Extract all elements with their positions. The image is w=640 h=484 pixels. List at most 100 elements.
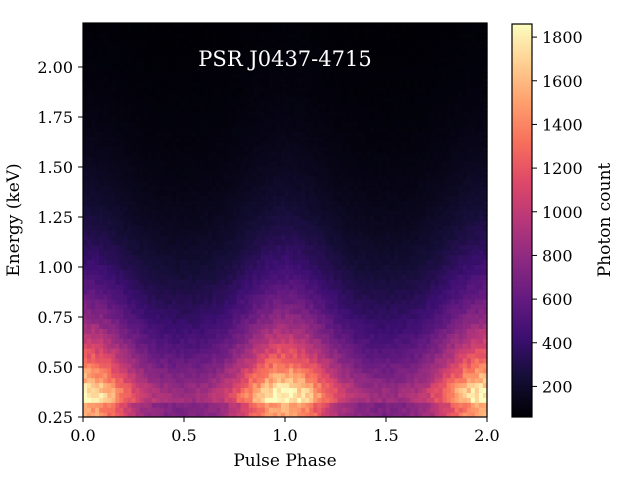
heatmap-cell xyxy=(410,215,415,221)
heatmap-cell xyxy=(474,387,480,393)
heatmap-cell xyxy=(244,269,250,275)
heatmap-cell xyxy=(192,274,197,280)
heatmap-cell xyxy=(200,352,205,359)
heatmap-cell xyxy=(103,205,108,211)
heatmap-cell xyxy=(167,338,173,344)
heatmap-cell xyxy=(482,348,488,354)
heatmap-cell xyxy=(135,220,141,226)
heatmap-cell xyxy=(454,412,460,418)
heatmap-cell xyxy=(470,170,476,177)
heatmap-cell xyxy=(232,338,238,344)
heatmap-cell xyxy=(83,249,88,256)
heatmap-cell xyxy=(317,180,322,187)
heatmap-cell xyxy=(216,382,221,389)
heatmap-cell xyxy=(478,323,484,329)
heatmap-cell xyxy=(434,303,440,310)
heatmap-cell xyxy=(228,372,234,379)
heatmap-cell xyxy=(394,284,399,290)
heatmap-cell xyxy=(151,264,157,270)
heatmap-cell xyxy=(280,170,286,177)
heatmap-cell xyxy=(103,402,108,408)
heatmap-cell xyxy=(236,357,242,364)
heatmap-cell xyxy=(349,210,355,216)
heatmap-cell xyxy=(224,328,230,334)
heatmap-cell xyxy=(159,279,165,285)
heatmap-cell xyxy=(353,239,359,246)
heatmap-cell xyxy=(276,288,282,295)
heatmap-cell xyxy=(361,220,367,226)
heatmap-cell xyxy=(123,382,129,389)
heatmap-cell xyxy=(220,352,225,359)
heatmap-cell xyxy=(99,195,104,201)
heatmap-cell xyxy=(87,357,92,364)
heatmap-cell xyxy=(232,367,238,374)
heatmap-cell xyxy=(377,175,383,182)
heatmap-cell xyxy=(212,412,217,418)
heatmap-cell xyxy=(438,200,444,206)
heatmap-cell xyxy=(337,308,343,315)
heatmap-cell xyxy=(256,308,262,315)
heatmap-cell xyxy=(147,357,153,364)
heatmap-cell xyxy=(345,254,351,260)
heatmap-cell xyxy=(325,244,331,251)
heatmap-cell xyxy=(224,210,230,216)
heatmap-cell xyxy=(280,229,286,236)
heatmap-cell xyxy=(430,239,436,246)
heatmap-cell xyxy=(365,362,371,369)
heatmap-cell xyxy=(289,372,294,379)
heatmap-cell xyxy=(398,200,403,206)
heatmap-cell xyxy=(446,170,452,177)
heatmap-cell xyxy=(365,313,371,320)
heatmap-cell xyxy=(208,333,213,339)
heatmap-cell xyxy=(313,357,318,364)
heatmap-cell xyxy=(103,269,108,275)
heatmap-cell xyxy=(309,323,314,329)
heatmap-cell xyxy=(135,338,141,344)
heatmap-cell xyxy=(240,402,246,408)
heatmap-cell xyxy=(430,210,436,216)
heatmap-cell xyxy=(470,313,476,320)
heatmap-cell xyxy=(398,224,403,231)
heatmap-cell xyxy=(87,338,92,344)
heatmap-cell xyxy=(345,352,351,359)
heatmap-cell xyxy=(422,362,427,369)
heatmap-cell xyxy=(87,362,92,369)
heatmap-cell xyxy=(103,254,108,260)
heatmap-cell xyxy=(422,372,427,379)
heatmap-cell xyxy=(260,392,266,398)
heatmap-cell xyxy=(248,254,254,260)
heatmap-cell xyxy=(430,412,436,418)
heatmap-cell xyxy=(450,279,456,285)
heatmap-cell xyxy=(119,318,124,325)
heatmap-cell xyxy=(341,224,347,231)
heatmap-cell xyxy=(119,412,124,418)
heatmap-cell xyxy=(163,308,169,315)
heatmap-cell xyxy=(91,274,96,280)
heatmap-cell xyxy=(337,313,343,320)
heatmap-cell xyxy=(478,303,484,310)
heatmap-cell xyxy=(426,190,432,196)
heatmap-cell xyxy=(458,318,464,325)
heatmap-cell xyxy=(333,313,339,320)
heatmap-cell xyxy=(466,244,472,251)
heatmap-cell xyxy=(406,220,411,226)
heatmap-cell xyxy=(208,274,213,280)
heatmap-cell xyxy=(402,323,407,329)
heatmap-cell xyxy=(264,412,270,418)
heatmap-cell xyxy=(438,269,444,275)
heatmap-cell xyxy=(458,407,464,413)
heatmap-cell xyxy=(474,333,480,339)
heatmap-cell xyxy=(188,362,193,369)
heatmap-cell xyxy=(289,190,294,196)
heatmap-cell xyxy=(127,323,133,329)
heatmap-cell xyxy=(373,298,379,305)
heatmap-cell xyxy=(111,333,116,339)
heatmap-cell xyxy=(478,387,484,393)
heatmap-cell xyxy=(244,224,250,231)
heatmap-cell xyxy=(272,293,278,300)
heatmap-cell xyxy=(345,284,351,290)
heatmap-cell xyxy=(466,229,472,236)
heatmap-cell xyxy=(305,293,310,300)
heatmap-cell xyxy=(276,412,282,418)
heatmap-cell xyxy=(450,180,456,187)
